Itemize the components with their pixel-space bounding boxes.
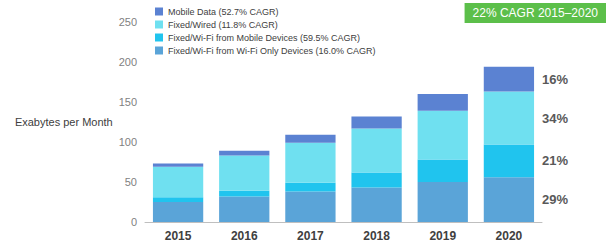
svg-text:2019: 2019 xyxy=(429,229,456,243)
svg-text:Fixed/Wired (11.8% CAGR): Fixed/Wired (11.8% CAGR) xyxy=(168,20,278,30)
svg-text:16%: 16% xyxy=(542,72,568,87)
svg-text:Fixed/Wi-Fi from Wi-Fi Only De: Fixed/Wi-Fi from Wi-Fi Only Devices (16.… xyxy=(168,46,376,56)
svg-text:0: 0 xyxy=(131,216,137,228)
svg-text:34%: 34% xyxy=(542,111,568,126)
svg-text:2018: 2018 xyxy=(363,229,390,243)
svg-text:22% CAGR 2015–2020: 22% CAGR 2015–2020 xyxy=(473,6,599,20)
svg-text:2015: 2015 xyxy=(165,229,192,243)
svg-text:Exabytes per Month: Exabytes per Month xyxy=(15,116,113,128)
svg-text:200: 200 xyxy=(119,56,137,68)
svg-text:100: 100 xyxy=(119,136,137,148)
svg-text:Fixed/Wi-Fi from Mobile Device: Fixed/Wi-Fi from Mobile Devices (59.5% C… xyxy=(168,33,360,43)
svg-text:29%: 29% xyxy=(542,192,568,207)
svg-text:2020: 2020 xyxy=(496,229,523,243)
svg-text:2017: 2017 xyxy=(297,229,324,243)
svg-text:Mobile Data (52.7% CAGR): Mobile Data (52.7% CAGR) xyxy=(168,7,279,17)
svg-text:250: 250 xyxy=(119,16,137,28)
svg-text:50: 50 xyxy=(125,176,137,188)
svg-text:150: 150 xyxy=(119,96,137,108)
svg-text:21%: 21% xyxy=(542,153,568,168)
svg-text:2016: 2016 xyxy=(231,229,258,243)
